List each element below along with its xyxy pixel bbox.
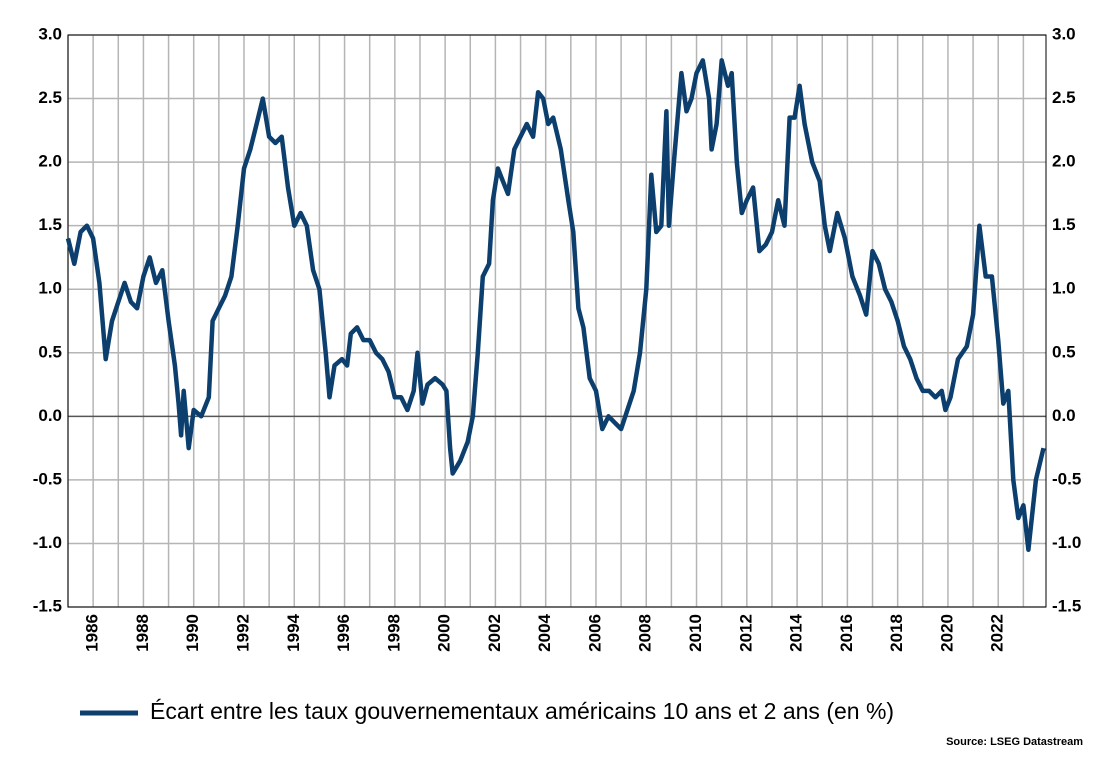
y2-tick-label: 2.0 (1052, 152, 1076, 171)
y-tick-label: 2.5 (38, 88, 62, 107)
y-tick-label: 2.0 (38, 152, 62, 171)
x-tick-label: 2020 (937, 614, 956, 652)
x-tick-label: 2004 (535, 613, 554, 651)
y2-tick-label: 2.5 (1052, 88, 1076, 107)
y2-tick-label: -0.5 (1052, 469, 1081, 488)
x-tick-label: 1996 (334, 614, 353, 652)
x-tick-label: 2000 (435, 614, 454, 652)
y2-tick-label: 0.0 (1052, 406, 1076, 425)
y2-tick-label: -1.0 (1052, 533, 1081, 552)
x-tick-label: 2022 (988, 614, 1007, 652)
x-tick-label: 2010 (686, 614, 705, 652)
y2-tick-label: 3.0 (1052, 24, 1076, 43)
y2-tick-label: 0.5 (1052, 342, 1076, 361)
x-tick-label: 2006 (585, 614, 604, 652)
y2-tick-label: 1.5 (1052, 215, 1076, 234)
y-tick-label: -1.0 (33, 533, 62, 552)
y-tick-label: 1.5 (38, 215, 62, 234)
x-tick-label: 2014 (787, 613, 806, 651)
x-tick-label: 1992 (233, 614, 252, 652)
x-tick-label: 2018 (887, 614, 906, 652)
y2-tick-label: -1.5 (1052, 596, 1081, 615)
y-tick-label: 0.5 (38, 342, 62, 361)
data-line (65, 58, 1046, 553)
x-tick-label: 2012 (736, 614, 755, 652)
x-tick-label: 1994 (284, 613, 303, 651)
x-tick-label: 2016 (837, 614, 856, 652)
x-tick-label: 1988 (133, 614, 152, 652)
y-tick-label: 0.0 (38, 406, 62, 425)
y-tick-label: -1.5 (33, 596, 62, 615)
y-tick-label: -0.5 (33, 469, 62, 488)
y2-tick-label: 1.0 (1052, 279, 1076, 298)
x-tick-label: 1986 (83, 614, 102, 652)
x-tick-label: 1998 (384, 614, 403, 652)
y-tick-label: 3.0 (38, 24, 62, 43)
y-tick-label: 1.0 (38, 279, 62, 298)
x-tick-label: 2002 (485, 614, 504, 652)
source-note: Source: LSEG Datastream (946, 736, 1083, 748)
x-tick-label: 1990 (183, 614, 202, 652)
x-tick-label: 2008 (636, 614, 655, 652)
plot-frame (67, 34, 1047, 608)
legend-label: Écart entre les taux gouvernementaux amé… (150, 698, 894, 724)
